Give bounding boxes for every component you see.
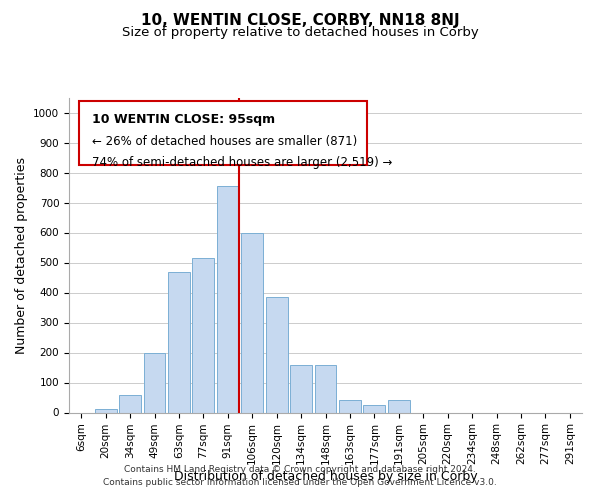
Bar bbox=[241, 234, 263, 412]
Bar bbox=[339, 400, 361, 412]
Bar bbox=[314, 364, 337, 412]
Text: 74% of semi-detached houses are larger (2,519) →: 74% of semi-detached houses are larger (… bbox=[92, 156, 392, 169]
Bar bbox=[266, 297, 287, 412]
Text: 10 WENTIN CLOSE: 95sqm: 10 WENTIN CLOSE: 95sqm bbox=[92, 114, 275, 126]
Bar bbox=[364, 405, 385, 412]
Bar bbox=[168, 272, 190, 412]
Bar bbox=[388, 400, 410, 412]
Bar bbox=[143, 354, 166, 412]
Bar bbox=[95, 409, 116, 412]
Bar bbox=[193, 258, 214, 412]
FancyBboxPatch shape bbox=[79, 100, 367, 165]
Text: 10, WENTIN CLOSE, CORBY, NN18 8NJ: 10, WENTIN CLOSE, CORBY, NN18 8NJ bbox=[140, 12, 460, 28]
Text: Contains HM Land Registry data © Crown copyright and database right 2024.: Contains HM Land Registry data © Crown c… bbox=[124, 465, 476, 474]
Text: Contains public sector information licensed under the Open Government Licence v3: Contains public sector information licen… bbox=[103, 478, 497, 487]
Bar bbox=[217, 186, 239, 412]
Text: Size of property relative to detached houses in Corby: Size of property relative to detached ho… bbox=[122, 26, 478, 39]
Y-axis label: Number of detached properties: Number of detached properties bbox=[14, 156, 28, 354]
Bar bbox=[290, 364, 312, 412]
Text: ← 26% of detached houses are smaller (871): ← 26% of detached houses are smaller (87… bbox=[92, 136, 358, 148]
X-axis label: Distribution of detached houses by size in Corby: Distribution of detached houses by size … bbox=[173, 470, 478, 483]
Bar bbox=[119, 394, 141, 412]
